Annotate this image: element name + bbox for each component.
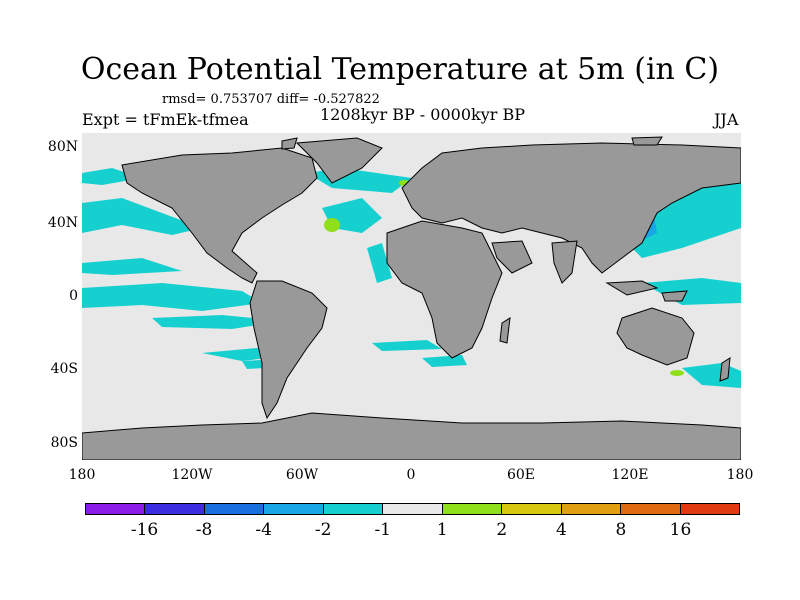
colorbar-swatch-7: [502, 504, 562, 514]
experiment-label: Expt = tFmEk-tfmea: [82, 110, 249, 129]
stats-text: rmsd= 0.753707 diff= -0.527822: [162, 92, 380, 107]
colorbar-swatch-3: [264, 504, 324, 514]
x-label-60e: 60E: [506, 467, 536, 483]
x-label-60w: 60W: [285, 467, 319, 483]
x-label-180w: 180: [68, 467, 96, 483]
period-label: 1208kyr BP - 0000kyr BP: [320, 105, 525, 124]
colorbar-label-1: -8: [195, 520, 213, 540]
y-label-40n: 40N: [47, 215, 78, 231]
x-label-180e: 180: [726, 467, 754, 483]
y-label-0: 0: [69, 288, 78, 304]
colorbar: [85, 503, 740, 515]
colorbar-label-2: -4: [255, 520, 272, 540]
colorbar-swatch-5: [383, 504, 443, 514]
colorbar-label-4: -1: [374, 520, 391, 540]
world-map: [82, 133, 741, 460]
colorbar-swatch-1: [145, 504, 205, 514]
land-masses: [82, 136, 741, 460]
colorbar-label-5: 1: [436, 520, 448, 540]
colorbar-swatch-8: [561, 504, 622, 514]
colorbar-swatch-4: [323, 504, 384, 514]
colorbar-swatch-0: [86, 504, 146, 514]
colorbar-label-6: 2: [496, 520, 508, 540]
colorbar-label-8: 8: [615, 520, 627, 540]
colorbar-label-9: 16: [669, 520, 692, 540]
colorbar-swatch-2: [204, 504, 265, 514]
colorbar-label-0: -16: [130, 520, 159, 540]
colorbar-swatch-9: [621, 504, 681, 514]
y-label-80n: 80N: [47, 139, 78, 155]
map-title: Ocean Potential Temperature at 5m (in C): [80, 52, 720, 87]
season-label: JJA: [714, 110, 739, 129]
colorbar-label-7: 4: [555, 520, 567, 540]
y-label-40s: 40S: [50, 361, 78, 377]
x-label-120w: 120W: [171, 467, 213, 483]
y-label-80s: 80S: [50, 435, 78, 451]
colorbar-swatch-10: [680, 504, 739, 514]
x-label-0: 0: [406, 467, 416, 483]
colorbar-label-3: -2: [314, 520, 332, 540]
x-label-120e: 120E: [611, 467, 649, 483]
colorbar-swatch-6: [442, 504, 503, 514]
